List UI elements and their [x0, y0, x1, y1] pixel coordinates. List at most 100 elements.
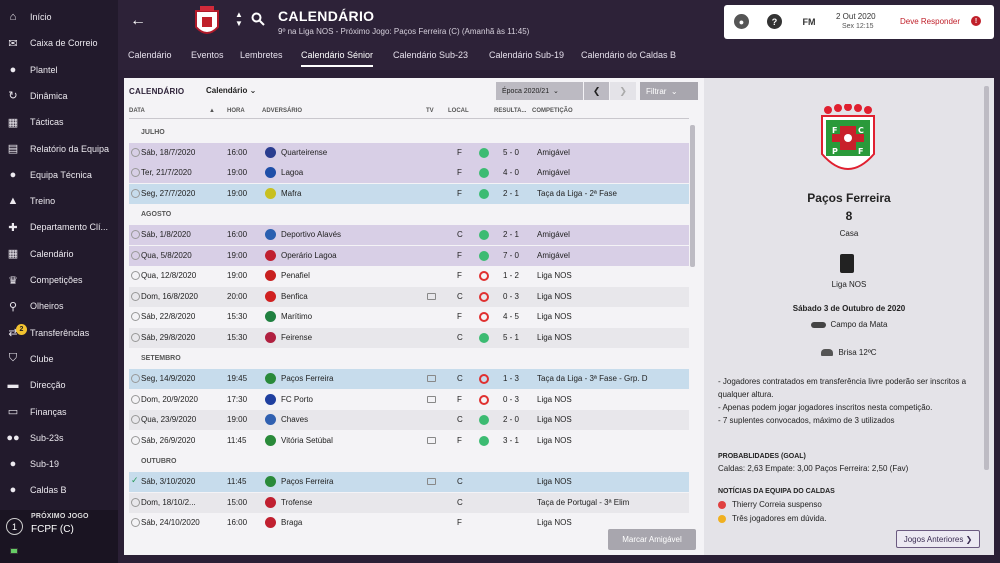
fixture-score[interactable]: 2 - 1: [503, 188, 520, 198]
sidebar-item-home[interactable]: ⌂ Início: [0, 4, 118, 30]
fixture-row[interactable]: Ter, 21/7/2020 19:00 Lagoa F 4 - 0 Amigável: [129, 163, 689, 184]
col-venue[interactable]: LOCAL: [448, 108, 469, 114]
alert-icon[interactable]: !: [971, 16, 981, 26]
fixture-score[interactable]: 1 - 2: [503, 271, 520, 281]
fixture-opponent[interactable]: Feirense: [281, 333, 313, 342]
view-dropdown[interactable]: Calendário ⌄: [206, 86, 256, 95]
sidebar-item-transfers[interactable]: ⇄ 2 Transferências: [0, 320, 118, 346]
fixture-competition[interactable]: Liga NOS: [537, 436, 572, 445]
tab-4[interactable]: Calendário Sénior: [301, 50, 374, 67]
prev-next-arrows-icon[interactable]: ▲ ▼: [235, 10, 243, 28]
fixture-row[interactable]: Sáb, 24/10/2020 16:00 Braga F Liga NOS: [129, 513, 689, 534]
fixture-row[interactable]: Qua, 5/8/2020 19:00 Operário Lagoa F 7 - 0 Am…: [129, 245, 689, 266]
fixture-competition[interactable]: Liga NOS: [537, 312, 572, 322]
fixture-competition[interactable]: Amigável: [537, 168, 570, 178]
fixture-score[interactable]: 5 - 1: [503, 333, 520, 342]
select-checkbox[interactable]: [131, 147, 140, 157]
fixture-row[interactable]: Dom, 16/8/2020 20:00 Benfica C 0 - 3 Liga NOS: [129, 286, 689, 307]
league-name[interactable]: Liga NOS: [831, 280, 867, 289]
fixture-score[interactable]: 3 - 1: [503, 436, 520, 445]
prev-season-button[interactable]: ❮: [583, 82, 610, 100]
select-checkbox[interactable]: [131, 415, 140, 425]
fixture-row[interactable]: Seg, 27/7/2020 19:00 Mafra F 2 - 1 Taça da Li…: [129, 183, 689, 204]
fixture-opponent[interactable]: Benfica: [281, 291, 308, 301]
sidebar-item-finances[interactable]: ▭ Finanças: [0, 399, 118, 425]
sidebar-item-reserve[interactable]: ● Caldas B: [0, 477, 118, 503]
select-checkbox[interactable]: [131, 271, 140, 281]
fixture-competition[interactable]: Liga NOS: [537, 394, 572, 404]
fixture-opponent[interactable]: Deportivo Alavés: [281, 230, 342, 239]
select-checkbox[interactable]: [131, 497, 140, 507]
preview-scrollbar[interactable]: [984, 86, 989, 470]
sidebar-item-staff[interactable]: ● Equipa Técnica: [0, 162, 118, 188]
fixture-opponent[interactable]: FC Porto: [281, 394, 314, 404]
select-checkbox[interactable]: [131, 230, 140, 239]
fixture-score[interactable]: 0 - 3: [503, 394, 520, 404]
fixture-score[interactable]: 1 - 3: [503, 374, 520, 384]
fixture-competition[interactable]: Liga NOS: [537, 477, 572, 487]
sort-asc-icon[interactable]: ▲: [209, 108, 215, 114]
sidebar-item-scouting[interactable]: ⚲ Olheiros: [0, 293, 118, 319]
fixture-opponent[interactable]: Chaves: [281, 415, 309, 425]
col-competition[interactable]: COMPETIÇÃO: [532, 108, 573, 114]
fixture-row[interactable]: Sáb, 26/9/2020 11:45 Vitória Setúbal F 3 - 1…: [129, 431, 689, 451]
previous-matches-button[interactable]: Jogos Anteriores ❯: [896, 530, 980, 548]
fixture-competition[interactable]: Liga NOS: [537, 333, 572, 342]
fixture-opponent[interactable]: Vitória Setúbal: [281, 436, 333, 445]
select-checkbox[interactable]: [131, 436, 140, 445]
fixture-row[interactable]: Seg, 14/9/2020 19:45 Paços Ferreira C 1 - 3 T…: [129, 369, 689, 390]
fixture-opponent[interactable]: Penafiel: [281, 271, 310, 281]
fm-logo[interactable]: FM: [802, 16, 816, 27]
select-checkbox[interactable]: [131, 394, 140, 404]
select-checkbox[interactable]: [131, 291, 140, 301]
fixture-opponent[interactable]: Mafra: [281, 188, 302, 198]
sidebar-item-squad[interactable]: ● Plantel: [0, 57, 118, 83]
fixture-competition[interactable]: Taça da Liga - 2ª Fase: [537, 188, 617, 198]
fixture-competition[interactable]: Amigável: [537, 147, 570, 157]
tab-2[interactable]: Eventos: [191, 50, 224, 60]
opponent-name[interactable]: Paços Ferreira: [807, 191, 891, 205]
select-checkbox[interactable]: [131, 250, 140, 260]
fixture-competition[interactable]: Amigável: [537, 250, 570, 260]
select-checkbox[interactable]: [131, 312, 140, 322]
fixture-opponent[interactable]: Lagoa: [281, 168, 304, 178]
fixture-opponent[interactable]: Quarteirense: [281, 147, 328, 157]
help-icon[interactable]: ?: [767, 14, 782, 29]
sidebar-item-u23[interactable]: ●● Sub-23s: [0, 425, 118, 451]
globe-icon[interactable]: ●: [734, 14, 749, 29]
sidebar-item-club[interactable]: ⛉ Clube: [0, 346, 118, 372]
sidebar-item-report[interactable]: ▤ Relatório da Equipa: [0, 136, 118, 162]
arrange-friendly-button[interactable]: Marcar Amigável: [608, 529, 696, 550]
tab-3[interactable]: Lembretes: [240, 50, 283, 60]
sidebar-item-calendar[interactable]: ▦ Calendário: [0, 241, 118, 267]
col-opponent[interactable]: ADVERSÁRIO: [262, 108, 303, 114]
tab-1[interactable]: Calendário: [128, 50, 172, 60]
fixture-opponent[interactable]: Marítimo: [281, 312, 313, 322]
fixture-competition[interactable]: Amigável: [537, 230, 570, 239]
scrollbar[interactable]: [690, 125, 695, 267]
fixture-opponent[interactable]: Paços Ferreira: [281, 477, 334, 487]
must-respond-label[interactable]: Deve Responder: [900, 17, 961, 26]
col-tv[interactable]: TV: [426, 108, 434, 114]
select-checkbox[interactable]: [131, 518, 140, 528]
fixture-row[interactable]: Sáb, 29/8/2020 15:30 Feirense C 5 - 1 Liga NO…: [129, 328, 689, 348]
sidebar-item-trophy[interactable]: ♛ Competições: [0, 267, 118, 293]
select-checkbox[interactable]: [131, 333, 140, 342]
fixture-row[interactable]: Dom, 18/10/2... 15:00 Trofense C Taça de Por…: [129, 492, 689, 513]
sidebar-item-board[interactable]: ▬ Direcção: [0, 372, 118, 398]
select-checkbox[interactable]: ✓: [131, 475, 139, 486]
next-season-button[interactable]: ❯: [610, 82, 636, 100]
sidebar-item-inbox[interactable]: ✉ Caixa de Correio: [0, 30, 118, 56]
sidebar-item-training[interactable]: ▲ Treino: [0, 188, 118, 214]
fixture-opponent[interactable]: Operário Lagoa: [281, 250, 337, 260]
fixture-competition[interactable]: Liga NOS: [537, 415, 572, 425]
fixture-row[interactable]: Dom, 20/9/2020 17:30 FC Porto F 0 - 3 Liga NO…: [129, 389, 689, 410]
fixture-row[interactable]: Sáb, 1/8/2020 16:00 Deportivo Alavés C 2 - 1…: [129, 225, 689, 245]
fixture-score[interactable]: 0 - 3: [503, 291, 520, 301]
col-result[interactable]: RESULTA...: [494, 108, 527, 114]
fixture-competition[interactable]: Taça da Liga - 3ª Fase - Grp. D: [537, 374, 648, 384]
fixture-row[interactable]: ✓ Sáb, 3/10/2020 11:45 Paços Ferreira C Liga …: [129, 472, 689, 493]
fixture-competition[interactable]: Liga NOS: [537, 291, 572, 301]
fixture-competition[interactable]: Liga NOS: [537, 518, 572, 528]
sidebar-item-medical[interactable]: ✚ Departamento Clí...: [0, 214, 118, 240]
